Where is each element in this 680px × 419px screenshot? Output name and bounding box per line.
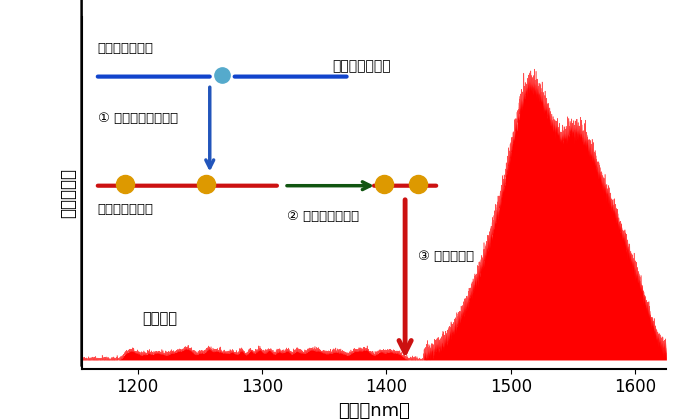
Text: エルビウム錢体: エルビウム錢体 xyxy=(333,59,391,73)
Text: ② エネルギー移動: ② エネルギー移動 xyxy=(287,210,359,223)
Text: ① 一重項励起子開裂: ① 一重項励起子開裂 xyxy=(98,112,178,125)
Text: ③ 近赤外発光: ③ 近赤外発光 xyxy=(418,250,474,263)
Y-axis label: エネルギー: エネルギー xyxy=(59,168,78,218)
Text: 一重項励起状態: 一重項励起状態 xyxy=(98,42,154,55)
Text: ルブレン: ルブレン xyxy=(143,311,177,326)
Text: 三重項励起状態: 三重項励起状態 xyxy=(98,203,154,216)
X-axis label: 波長（nm）: 波長（nm） xyxy=(338,402,410,419)
